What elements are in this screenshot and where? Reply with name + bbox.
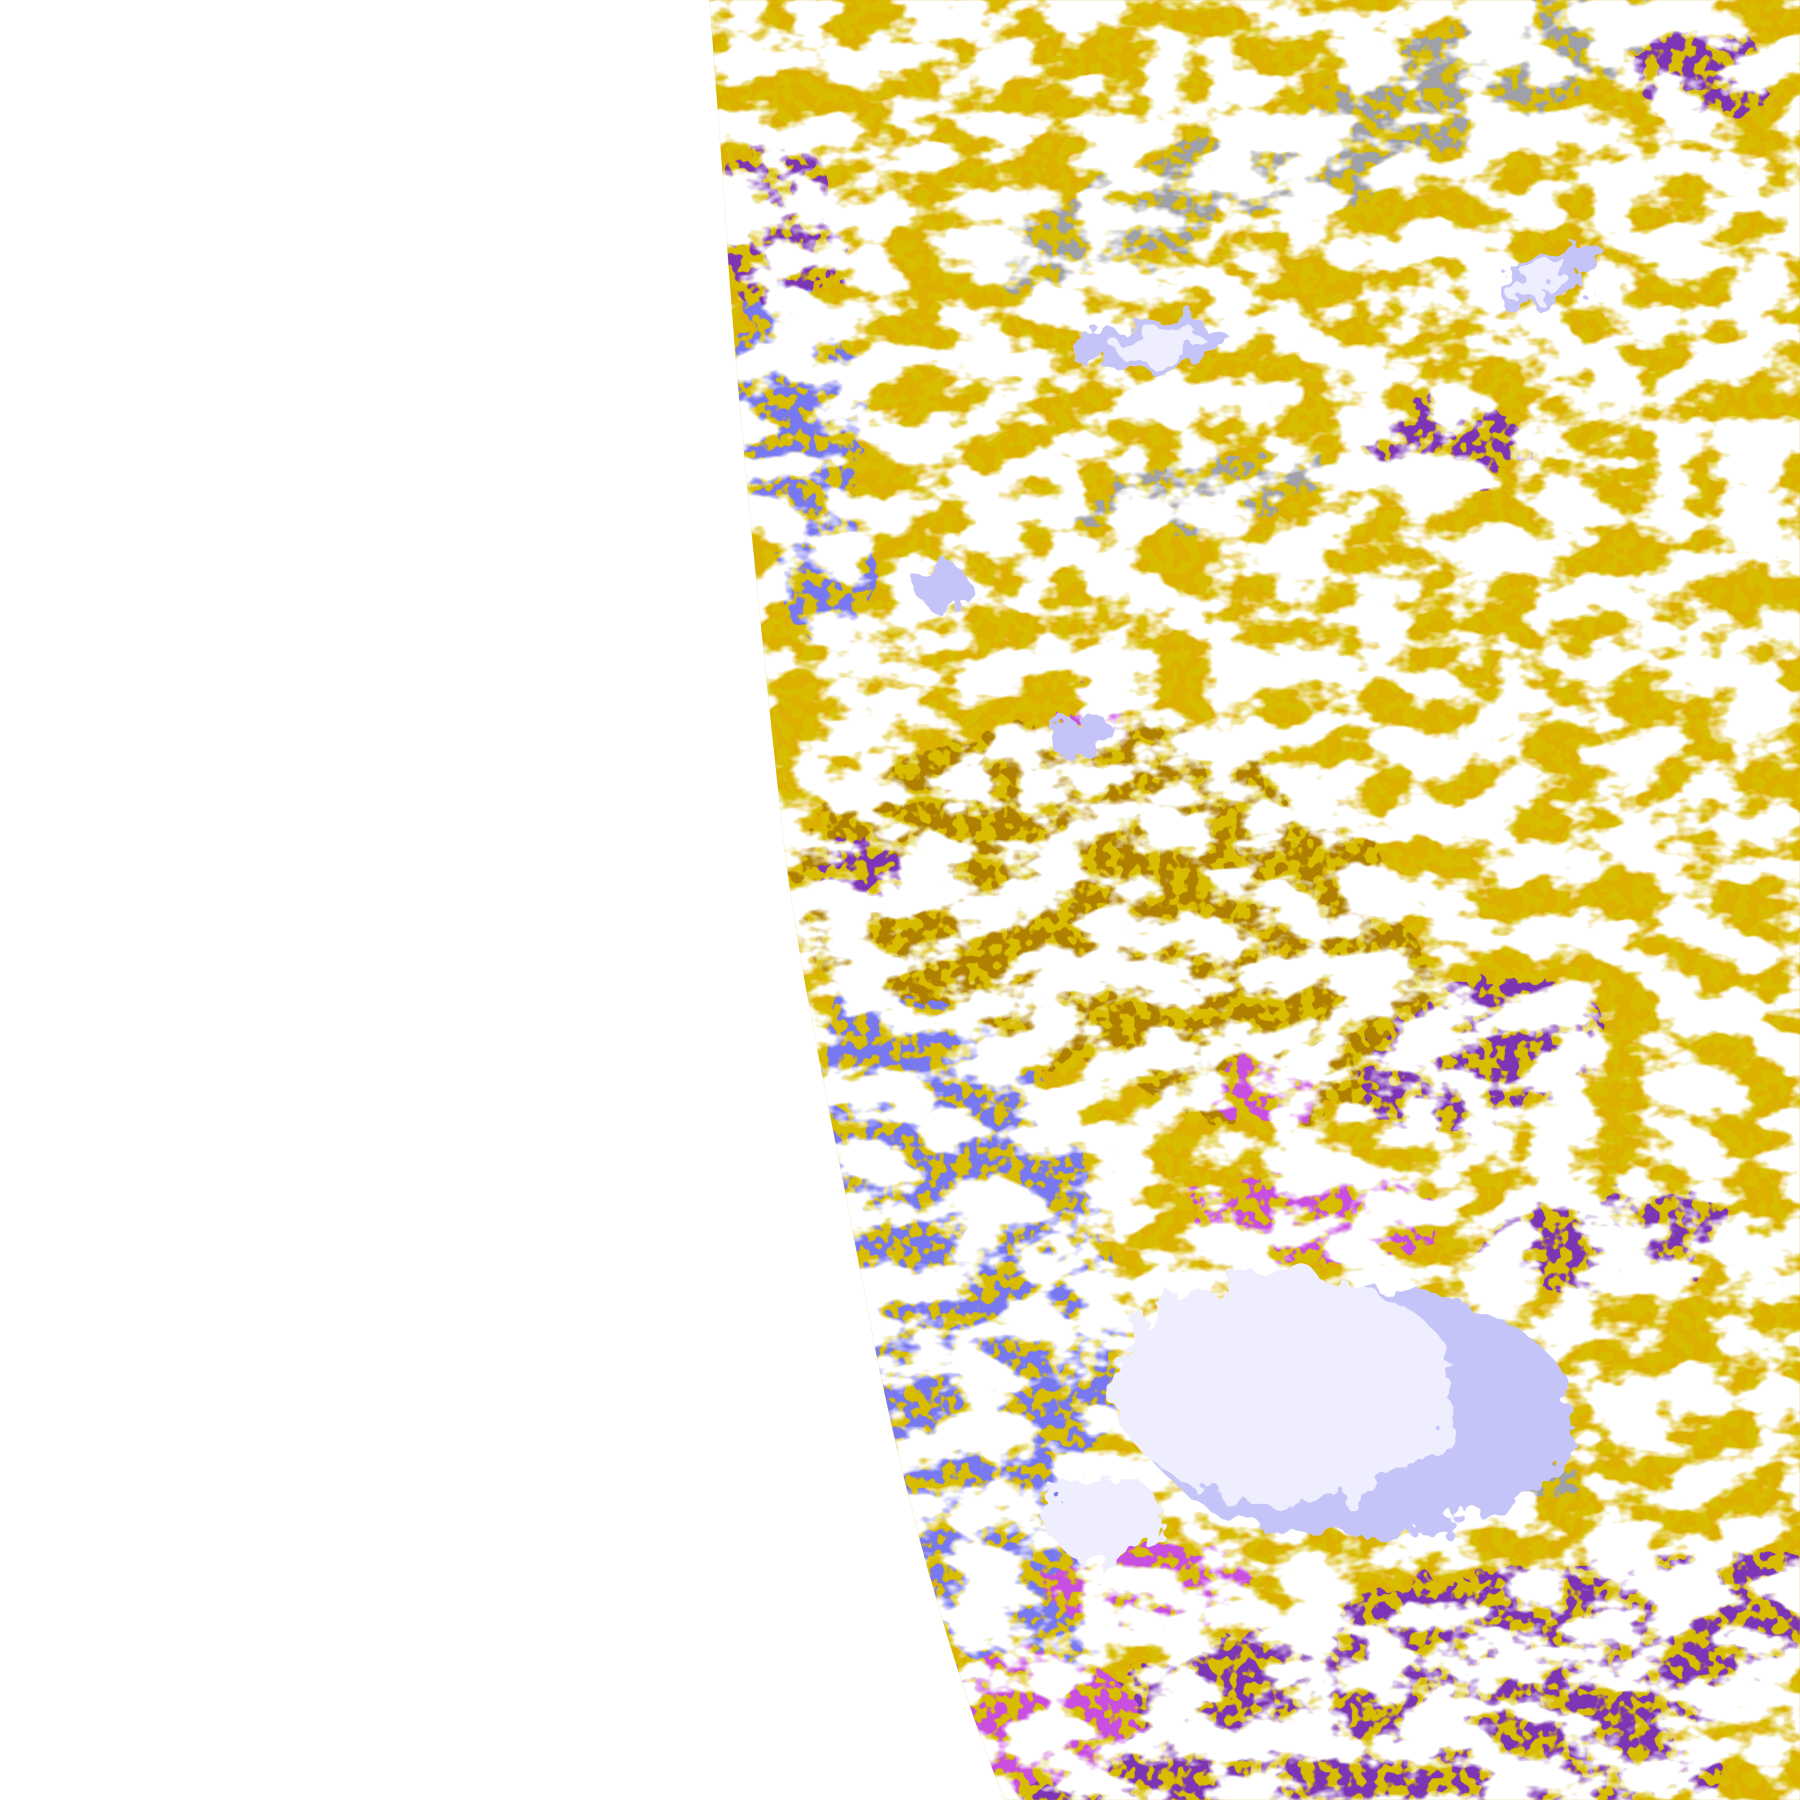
class-region-pale (1044, 1469, 1160, 1562)
class-region-lavender (916, 560, 967, 611)
class-region-pale (1113, 1274, 1458, 1504)
class-region-pale (1507, 260, 1569, 303)
class-region-pale (1113, 330, 1206, 359)
class-region-lavender (1044, 711, 1114, 758)
